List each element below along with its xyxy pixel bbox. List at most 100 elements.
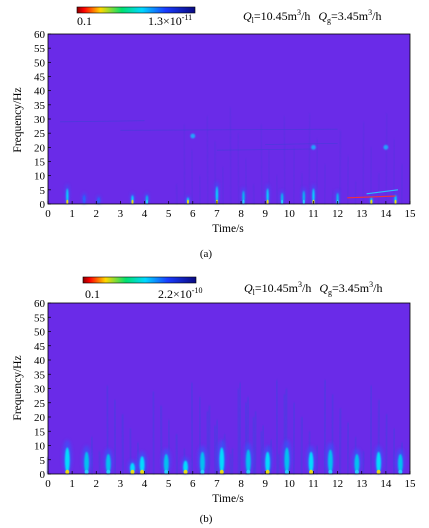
texture-streak-b — [323, 379, 327, 475]
y-tick-label-b: 30 — [34, 384, 46, 396]
texture-streak-b — [261, 425, 265, 475]
colorbar-max-b: 2.2×10-10 — [158, 286, 202, 301]
texture-streak-b — [238, 382, 242, 475]
streaks-a — [46, 107, 403, 205]
colorbar-min-a: 0.1 — [77, 14, 92, 28]
burst-peak-b — [284, 469, 289, 475]
y-tick-label-b: 15 — [34, 426, 46, 438]
burst-a — [215, 186, 219, 204]
burst-b — [265, 451, 271, 474]
y-tick-label-b: 35 — [34, 369, 46, 381]
texture-streak-b — [338, 408, 342, 475]
burst-peak-b — [309, 469, 314, 475]
texture-streak-b — [159, 405, 163, 475]
x-tick-label-b: 8 — [238, 478, 244, 490]
y-ticks-a: 0 5 10 15 20 25 30 35 40 45 50 55 60 — [34, 29, 51, 211]
spot-a — [190, 133, 196, 139]
x-tick-label-a: 1 — [69, 208, 75, 220]
y-tick-label-a: 35 — [34, 100, 46, 112]
x-tick-label-b: 0 — [45, 478, 51, 490]
burst-peak-a — [394, 199, 397, 205]
texture-streak-a — [191, 150, 193, 205]
streak-red-a — [347, 195, 396, 199]
burst-peak-b — [140, 469, 145, 475]
spectrogram-panel-a: 0 1 2 3 4 5 6 7 8 9 10 11 12 13 14 15 05101520253035404… — [12, 6, 417, 260]
texture-streak-b — [392, 428, 396, 475]
y-tick-label-a: 55 — [34, 43, 46, 55]
texture-streak-a — [362, 121, 365, 205]
burst-peak-a — [281, 199, 284, 205]
y-tick-label-a: 0 — [40, 199, 46, 211]
burst-peak-a — [131, 199, 134, 205]
texture-streak-a — [385, 113, 388, 205]
x-tick-label-b: 9 — [262, 478, 268, 490]
x-tick-label-b: 4 — [142, 478, 148, 490]
burst-peak-a — [370, 199, 373, 205]
y-tick-label-b: 10 — [34, 441, 46, 453]
x-tick-label-b: 5 — [166, 478, 172, 490]
texture-streak-a — [260, 124, 263, 205]
burst-b — [200, 451, 205, 474]
texture-streak-a — [283, 116, 286, 205]
y-tick-label-a: 20 — [34, 142, 46, 154]
x-tick-label-b: 1 — [69, 478, 75, 490]
texture-streak-a — [253, 184, 255, 205]
marks-a — [65, 133, 399, 205]
texture-streak-b — [253, 411, 257, 475]
burst-a — [312, 188, 315, 204]
panel-caption-b: (b) — [200, 513, 213, 525]
texture-streak-a — [308, 113, 311, 205]
texture-streak-a — [300, 172, 303, 205]
x-tick-label-b: 6 — [190, 478, 196, 490]
texture-streak-b — [236, 388, 240, 475]
colorbar-gradient-b — [82, 276, 197, 284]
x-tick-label-a: 4 — [142, 208, 148, 220]
x-tick-label-a: 14 — [380, 208, 392, 220]
texture-streak-b — [292, 402, 296, 475]
x-tick-label-b: 7 — [214, 478, 220, 490]
texture-streak-a — [347, 155, 349, 205]
x-tick-label-b: 13 — [356, 478, 368, 490]
texture-streak-a — [216, 148, 314, 151]
texture-streak-b — [277, 454, 281, 475]
y-tick-label-a: 5 — [40, 185, 46, 197]
burst-a — [66, 188, 69, 204]
burst-peak-b — [183, 469, 188, 475]
x-tick-label-a: 12 — [332, 208, 343, 220]
texture-streak-b — [121, 414, 125, 475]
x-axis-label-a: Time/s — [212, 223, 244, 235]
y-tick-label-b: 40 — [34, 355, 46, 367]
texture-streak-a — [370, 147, 372, 205]
y-tick-label-b: 0 — [40, 469, 46, 481]
y-tick-label-b: 25 — [34, 398, 46, 410]
x-tick-label-a: 7 — [214, 208, 220, 220]
y-tick-label-a: 60 — [34, 29, 46, 41]
texture-streak-b — [361, 451, 365, 475]
x-tick-label-a: 13 — [356, 208, 368, 220]
texture-streak-a — [276, 175, 278, 205]
texture-streak-a — [393, 138, 395, 205]
spot-a — [383, 144, 389, 150]
burst-a — [83, 195, 86, 204]
y-tick-label-a: 10 — [34, 171, 46, 183]
texture-streak-b — [90, 436, 94, 475]
texture-streak-a — [237, 133, 240, 205]
burst-peak-a — [302, 199, 305, 205]
colorbar-b: 0.1 2.2×10-10 — [82, 276, 202, 301]
texture-streak-a — [199, 175, 201, 205]
texture-streak-b — [384, 414, 388, 475]
texture-streak-a — [60, 120, 145, 123]
burst-b — [376, 451, 382, 474]
colorbar-a: 0.1 1.3×10-11 — [76, 6, 196, 28]
texture-streak-b — [300, 416, 304, 475]
burst-peak-a — [242, 199, 245, 205]
burst-b — [308, 451, 314, 474]
texture-streak-a — [401, 164, 403, 205]
texture-streak-b — [206, 411, 210, 475]
texture-streak-a — [175, 184, 178, 205]
burst-b — [397, 453, 403, 474]
x-tick-label-a: 15 — [405, 208, 417, 220]
texture-streak-b — [213, 425, 217, 475]
spot-a — [311, 144, 316, 150]
x-tick-label-a: 6 — [190, 208, 196, 220]
